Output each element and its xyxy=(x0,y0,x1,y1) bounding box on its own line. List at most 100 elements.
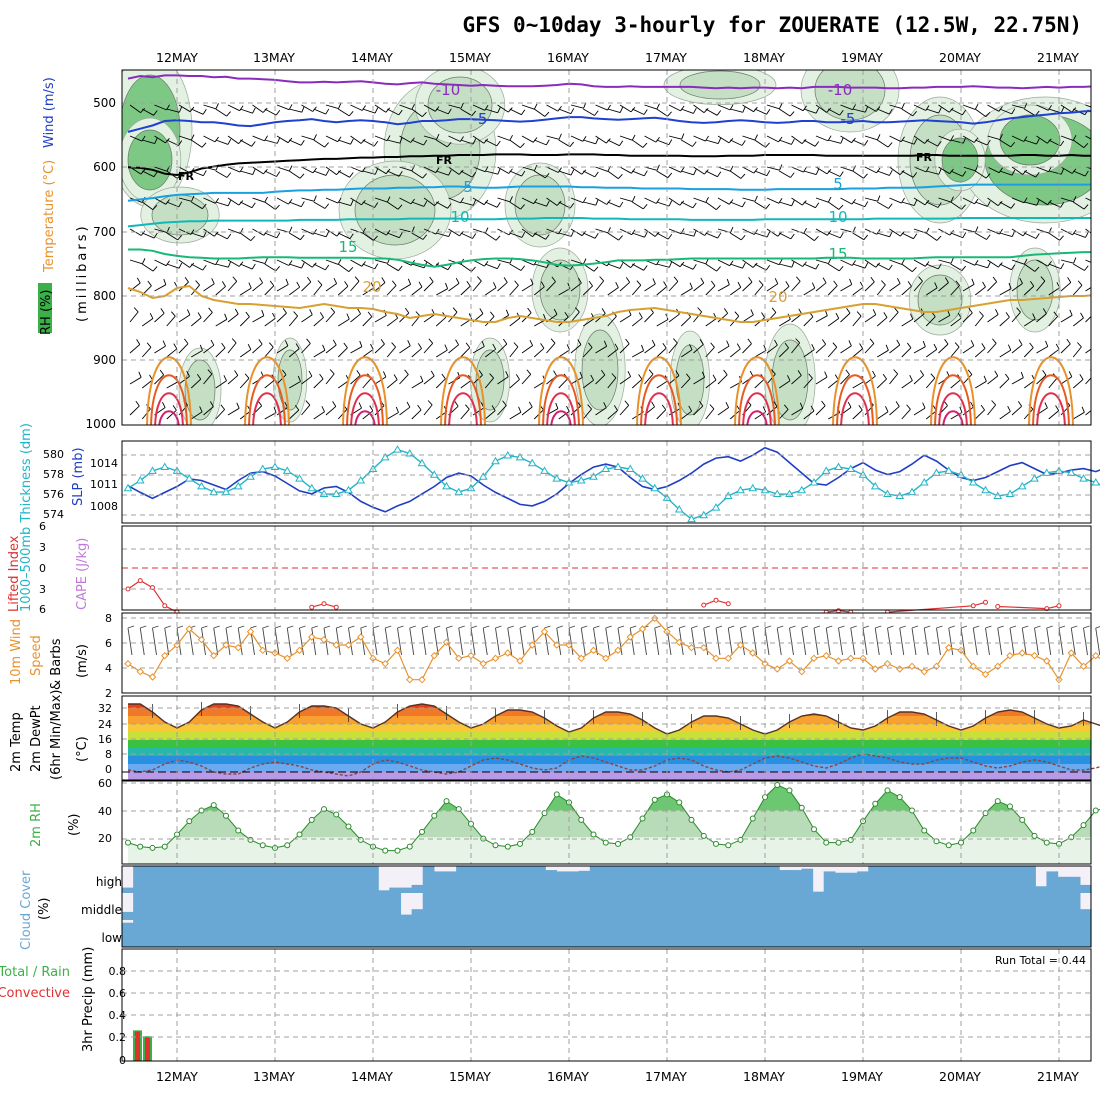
wind-label: Wind (m/s) xyxy=(42,77,57,148)
wind-barb xyxy=(579,371,583,378)
wind-barb xyxy=(301,314,313,323)
wind-barb xyxy=(864,375,876,385)
wind-barb xyxy=(285,278,289,285)
wind-barb xyxy=(496,140,501,147)
wind-barb xyxy=(656,263,670,268)
cloud-high-bar xyxy=(534,866,546,893)
wind-barb xyxy=(999,201,1012,209)
wind-barb xyxy=(435,378,446,389)
wind-barb xyxy=(815,343,826,354)
wind-barb xyxy=(557,105,562,112)
wind-barb xyxy=(888,264,893,271)
wind-barb xyxy=(1048,410,1059,420)
wind-barb xyxy=(717,166,731,172)
cloud-middle-bar xyxy=(355,893,368,920)
wind-barb xyxy=(374,259,388,264)
wind-barb xyxy=(240,139,252,147)
wind-barb xyxy=(140,169,146,175)
thickness-tick-580: 580 xyxy=(43,448,64,461)
wind-barb xyxy=(448,282,460,292)
wind-barb xyxy=(771,369,776,375)
wind-barb xyxy=(369,405,374,412)
wind-barb xyxy=(447,108,452,115)
wind-barb xyxy=(885,344,889,351)
wind-barb xyxy=(349,233,354,239)
cloud-low-bar xyxy=(901,920,914,947)
wind-barb xyxy=(338,102,342,109)
wind-barb xyxy=(545,234,550,240)
wind-barb xyxy=(815,166,828,175)
wind10m-barb xyxy=(385,625,392,629)
wind-barb xyxy=(632,232,645,238)
wind10m-speed-point xyxy=(589,646,598,655)
wind-barb xyxy=(835,312,840,319)
wind-barb xyxy=(742,135,756,141)
wind-barb xyxy=(556,200,562,206)
wind-barb xyxy=(252,166,264,175)
wind-barb xyxy=(913,228,927,234)
wind10m-barb xyxy=(1058,625,1066,629)
wind10m-barb xyxy=(213,627,219,656)
thickness-point xyxy=(527,458,537,467)
wind-barb xyxy=(398,265,403,271)
wind-barb xyxy=(521,345,533,354)
wind-barb xyxy=(822,277,827,284)
cloud-high-bar xyxy=(623,866,635,893)
wind10m-barb xyxy=(201,625,208,629)
wind-barb xyxy=(656,232,669,240)
thickness-point xyxy=(160,462,170,471)
wind-barb xyxy=(987,200,991,207)
isotherm-20 xyxy=(127,284,1091,323)
wind10m-barb xyxy=(862,625,870,629)
rh2m-label: 2m RH xyxy=(29,803,44,847)
cloud-middle-bar xyxy=(277,893,290,920)
wind-barb xyxy=(1024,318,1036,327)
cloud-high-bar xyxy=(834,872,847,893)
wind-barb xyxy=(644,228,656,237)
wind-barb xyxy=(717,137,722,144)
thickness-point xyxy=(233,481,243,490)
wind-barb xyxy=(521,259,535,266)
wind-barb xyxy=(448,228,460,237)
cloud-middle-bar xyxy=(300,893,312,920)
cloud-middle-bar xyxy=(890,893,903,920)
wind-barb xyxy=(901,285,912,296)
rh2m-point xyxy=(945,842,952,849)
wind-barb xyxy=(350,280,360,292)
wind-barb xyxy=(240,287,252,296)
wind-barb xyxy=(913,313,925,323)
thickness-point xyxy=(491,456,500,465)
wind10m-speed-point xyxy=(785,657,794,665)
wind-barb xyxy=(877,195,881,202)
wind-barb xyxy=(852,286,864,296)
cloud-low-bar xyxy=(734,920,747,947)
wind-barb xyxy=(191,201,203,210)
wind-barb xyxy=(813,236,819,241)
cloud-high-bar xyxy=(1057,876,1070,893)
wind-barb xyxy=(427,400,433,406)
wind-barb xyxy=(603,340,608,347)
temp-tick-0: 0 xyxy=(105,763,112,776)
wind10m-barb xyxy=(1095,626,1100,629)
wind-barb xyxy=(779,108,791,117)
wind-barb xyxy=(191,232,204,238)
wind-barb xyxy=(199,406,203,413)
wind-barb xyxy=(240,201,253,209)
wind-barb xyxy=(387,139,400,144)
wind-barb xyxy=(784,342,789,349)
wind-barb xyxy=(460,285,471,296)
cloud-middle-bar xyxy=(768,893,780,920)
wind-barb xyxy=(641,344,645,351)
isotherm-line xyxy=(127,183,1091,202)
wind-barb xyxy=(810,405,815,412)
wind-barb xyxy=(828,232,841,239)
wind-barb xyxy=(864,281,875,292)
wind-barb xyxy=(840,135,852,144)
wind-barb xyxy=(901,102,905,109)
cloud-high-bar xyxy=(233,866,246,893)
wind-barb xyxy=(705,196,709,203)
wind10m-barb xyxy=(286,627,292,656)
wind-barb xyxy=(704,169,709,175)
wind10m-barb xyxy=(372,625,380,629)
wind-barb xyxy=(362,108,376,114)
